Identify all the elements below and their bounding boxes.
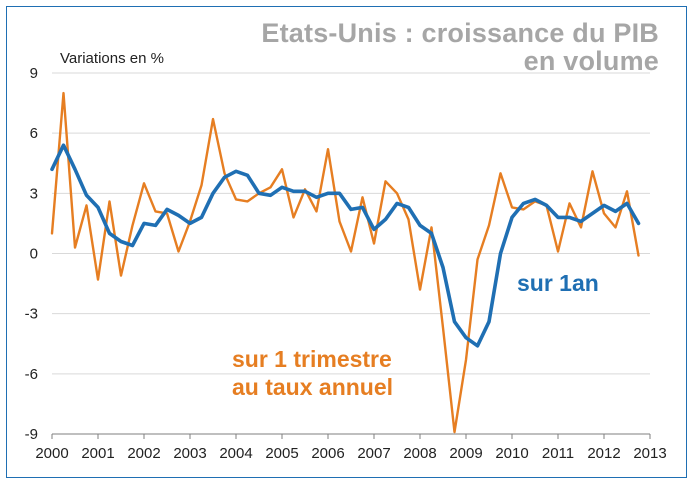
grid-lines bbox=[52, 72, 650, 435]
x-tick-label: 2002 bbox=[127, 445, 160, 462]
annotation-yearly: sur 1an bbox=[517, 270, 599, 296]
x-tick-label: 2006 bbox=[311, 445, 344, 462]
x-tick-label: 2010 bbox=[495, 445, 528, 462]
x-tick-label: 2003 bbox=[173, 445, 206, 462]
y-tick-label: -9 bbox=[25, 426, 38, 443]
x-axis: 2000 2001 2002 2003 2004 2005 2006 2007 2008 2009… bbox=[35, 433, 667, 462]
x-tick-label: 2005 bbox=[265, 445, 298, 462]
y-tick-label: 6 bbox=[30, 125, 38, 142]
x-tick-label: 2013 bbox=[633, 445, 666, 462]
x-tick-label: 2007 bbox=[357, 445, 390, 462]
x-tick-label: 2008 bbox=[403, 445, 436, 462]
y-axis-label: Variations en % bbox=[60, 50, 164, 67]
y-tick-label: 0 bbox=[30, 246, 38, 263]
y-tick-label: 3 bbox=[30, 185, 38, 202]
x-tick-label: 2009 bbox=[449, 445, 482, 462]
x-tick-label: 2001 bbox=[81, 445, 114, 462]
series-lines bbox=[50, 91, 641, 434]
x-tick-label: 2000 bbox=[35, 445, 68, 462]
y-tick-label: -6 bbox=[25, 366, 38, 383]
chart-title-line-2: en volume bbox=[523, 46, 659, 76]
y-tick-label: 9 bbox=[30, 65, 38, 82]
x-tick-label: 2011 bbox=[542, 445, 574, 462]
x-tick-label: 2012 bbox=[587, 445, 620, 462]
series-line-yearly bbox=[50, 143, 641, 348]
x-tick-label: 2004 bbox=[219, 445, 252, 462]
chart-frame bbox=[6, 6, 687, 478]
annotation-quarterly-line-2: au taux annuel bbox=[232, 374, 394, 400]
annotation-quarterly-line-1: sur 1 trimestre bbox=[232, 346, 392, 372]
y-axis-ticks: 9 6 3 0 -3 -6 -9 bbox=[25, 65, 38, 443]
y-tick-label: -3 bbox=[25, 306, 38, 323]
chart-title-line-1: Etats-Unis : croissance du PIB bbox=[261, 18, 659, 48]
